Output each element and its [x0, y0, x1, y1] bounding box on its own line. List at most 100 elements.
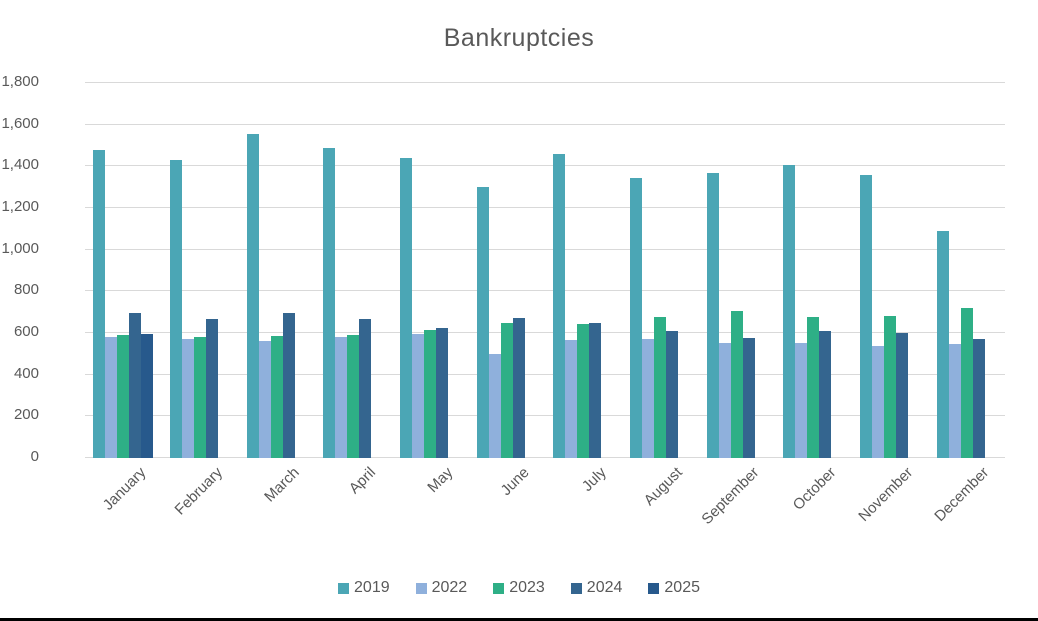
bar-2022-july	[565, 340, 578, 458]
bar-2024-may	[435, 327, 448, 458]
bar-2022-august	[641, 339, 654, 458]
bar-row	[169, 83, 230, 458]
legend-label-2024: 2024	[586, 579, 623, 596]
bar-2019-september	[706, 172, 719, 458]
gridline-800	[85, 290, 1005, 292]
bar-2019-november	[859, 174, 872, 458]
bar-row	[706, 83, 767, 458]
legend-item-2019: 2019	[338, 579, 390, 597]
bar-group-december	[928, 83, 1005, 458]
y-tick-label-200: 200	[13, 406, 39, 424]
x-tick-label-august: August	[640, 464, 687, 510]
x-tick-label-january: January	[99, 464, 150, 514]
gridline-200	[85, 415, 1005, 417]
bar-2022-october	[795, 343, 808, 458]
bar-2023-july	[577, 323, 590, 458]
x-tick-label-november: November	[855, 464, 917, 525]
bar-2019-march	[246, 134, 259, 458]
legend-item-2023: 2023	[493, 579, 545, 597]
bar-2025-january	[141, 334, 154, 458]
legend-item-2025: 2025	[648, 579, 700, 597]
bar-row	[399, 83, 460, 458]
y-tick-label-400: 400	[13, 364, 39, 382]
x-tick-label-october: October	[789, 464, 840, 514]
bar-2023-september	[730, 311, 743, 458]
y-tick-label-1000: 1,000	[1, 239, 39, 257]
bar-group-september	[698, 83, 775, 458]
x-tick-label-june: June	[497, 464, 533, 500]
bar-2019-december	[936, 230, 949, 458]
bar-group-june	[468, 83, 545, 458]
bar-row	[476, 83, 537, 458]
gridline-1000	[85, 248, 1005, 250]
bar-row	[859, 83, 920, 458]
bar-group-august	[622, 83, 699, 458]
bar-2022-january	[105, 337, 118, 458]
bar-2024-june	[512, 318, 525, 458]
x-tick-label-december: December	[931, 464, 993, 525]
legend-swatch-2025	[648, 582, 660, 594]
y-tick-label-1400: 1,400	[1, 156, 39, 174]
plot-area: 0 200 400 600 800 1,000 1,200 1,400 1,600 1,800 J…	[1, 73, 1005, 528]
x-tick-label-april: April	[346, 464, 380, 498]
y-tick-label-800: 800	[13, 281, 39, 299]
legend-label-2019: 2019	[354, 579, 390, 596]
bar-group-april	[315, 83, 392, 458]
bar-2022-december	[948, 344, 961, 458]
legend-label-2025: 2025	[664, 579, 700, 596]
bar-row	[323, 83, 383, 458]
legend-item-2022: 2022	[415, 579, 468, 597]
bar-2019-may	[399, 158, 412, 458]
gridline-1600	[85, 123, 1005, 125]
y-tick-label-1800: 1,800	[1, 73, 39, 90]
bar-2024-august	[665, 330, 678, 458]
bar-group-february	[162, 83, 239, 458]
gridline-600	[85, 332, 1005, 333]
bar-2024-january	[129, 313, 142, 458]
bar-row	[629, 83, 690, 458]
bar-2023-august	[653, 317, 666, 458]
bar-group-may	[392, 83, 469, 458]
gridline-0	[85, 457, 1005, 458]
chart-title: Bankruptcies	[443, 24, 595, 52]
bar-2024-december	[972, 339, 985, 458]
bar-2019-july	[553, 153, 566, 458]
bar-2023-december	[960, 308, 973, 458]
x-tick-label-september: September	[698, 464, 763, 528]
y-tick-label-600: 600	[13, 323, 39, 340]
legend-label-2022: 2022	[431, 579, 468, 596]
bar-2023-february	[193, 337, 206, 458]
bar-2023-january	[117, 335, 130, 458]
bar-group-october	[775, 83, 852, 458]
x-tick-label-february: February	[171, 464, 227, 519]
legend: 2019 2022 2023 2024 2025	[0, 579, 1038, 597]
bar-2023-june	[500, 322, 513, 458]
x-tick-label-march: March	[261, 464, 303, 506]
bar-group-january	[85, 83, 162, 458]
bar-2023-october	[807, 317, 820, 458]
legend-swatch-2023	[493, 582, 505, 594]
bar-2024-march	[282, 313, 295, 458]
bar-2024-november	[895, 333, 908, 458]
bar-2022-september	[718, 343, 731, 458]
bar-2022-may	[411, 334, 424, 458]
x-tick-label-july: July	[578, 464, 610, 495]
bar-2022-april	[335, 337, 348, 458]
bar-2024-october	[819, 330, 832, 458]
legend-swatch-2019	[338, 582, 350, 594]
bar-2019-october	[783, 165, 796, 458]
legend-swatch-2022	[415, 582, 427, 594]
bar-row	[246, 83, 307, 458]
bar-2023-march	[270, 336, 283, 458]
bar-2022-february	[181, 339, 194, 458]
gridline-400	[85, 373, 1005, 375]
gridline-1800	[85, 82, 1005, 83]
y-tick-label-1200: 1,200	[1, 198, 39, 215]
bar-2022-march	[258, 341, 271, 458]
bar-row	[553, 83, 613, 458]
bar-2023-may	[423, 329, 436, 458]
bar-2019-june	[476, 187, 489, 458]
bar-2024-july	[589, 322, 602, 458]
bar-2019-january	[93, 149, 106, 458]
